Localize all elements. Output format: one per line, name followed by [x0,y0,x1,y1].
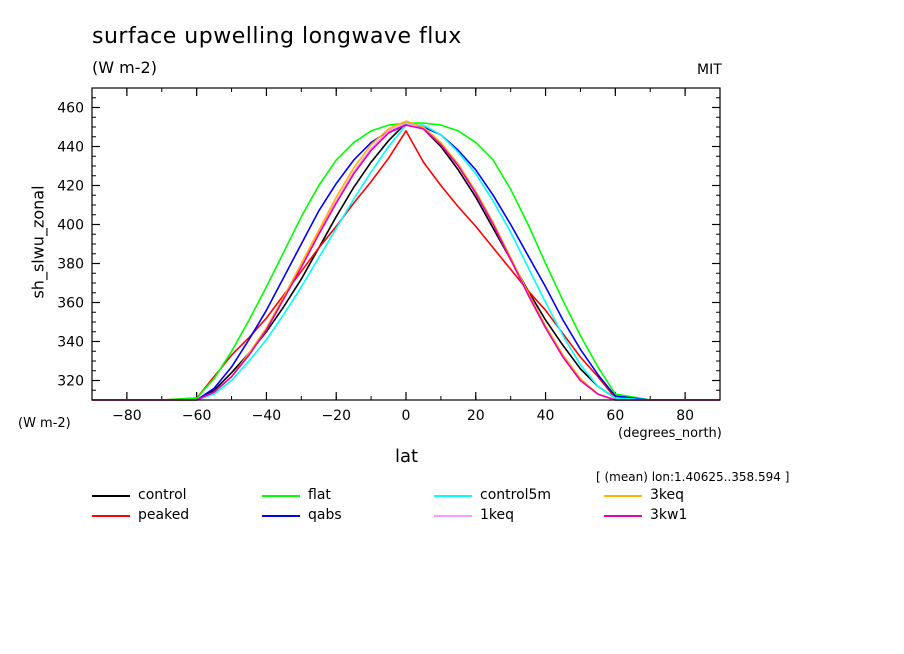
legend-swatch [434,515,472,517]
legend-label: qabs [308,507,342,523]
tick-labels: −80 −60 −40 −20 0 20 40 60 80 320 340 360 380 400 420 4… [57,101,694,425]
legend-label: control5m [480,487,552,503]
series-line-control [92,122,720,401]
y-tick-label: 440 [57,140,84,156]
series-lines [92,120,720,401]
series-line-control5m [92,124,720,401]
legend-label: flat [308,487,331,503]
x-tick-label: −40 [252,408,282,424]
x-axis-unit: (degrees_north) [618,426,722,441]
y-tick-label: 360 [57,296,84,312]
legend-swatch [92,495,130,497]
legend-swatch [604,495,642,497]
series-line-1keq [92,122,720,401]
chart-subtitle: (W m-2) [92,58,157,77]
series-line-3keq [92,120,720,401]
axis-ticks [91,87,721,401]
y-tick-label: 320 [57,374,84,390]
y-tick-label: 460 [57,101,84,117]
legend-label: 3keq [650,487,685,503]
x-tick-label: 20 [467,408,485,424]
series-line-qabs [92,124,720,401]
x-tick-label: 80 [676,408,694,424]
legend-swatch [434,495,472,497]
series-line-peaked [92,130,720,401]
legend-label: control [138,487,187,503]
y-tick-label: 420 [57,179,84,195]
y-tick-label: 400 [57,218,84,234]
y-tick-label: 340 [57,335,84,351]
legend-label: 1keq [480,507,515,523]
legend-label: 3kw1 [650,507,688,523]
legend-swatch [262,515,300,517]
y-axis-unit: (W m-2) [18,416,71,431]
footnote: [ (mean) lon:1.40625..358.594 ] [596,470,790,484]
source-label: MIT [697,62,722,78]
legend-label: peaked [138,507,190,523]
legend-swatch [604,515,642,517]
series-line-flat [92,122,720,401]
x-tick-label: −60 [182,408,212,424]
legend-swatch [92,515,130,517]
legend-swatch [262,495,300,497]
y-tick-label: 380 [57,257,84,273]
x-tick-label: −20 [321,408,351,424]
chart-title: surface upwelling longwave flux [92,24,462,49]
x-tick-label: −80 [112,408,142,424]
series-line-3kw1 [92,124,720,401]
plot-frame [91,87,721,401]
x-tick-label: 0 [402,408,411,424]
x-axis-label: lat [395,446,419,467]
x-tick-label: 40 [537,408,555,424]
x-tick-label: 60 [606,408,624,424]
